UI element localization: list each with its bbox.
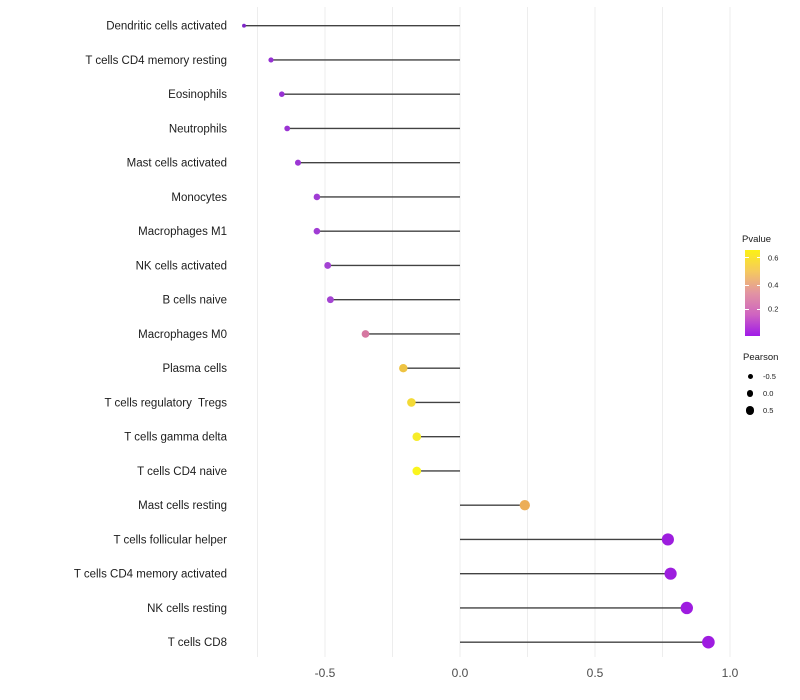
lollipop-dot [680,601,693,615]
lollipop-row: T cells CD4 memory activated [74,567,677,581]
lollipop-dot [412,466,422,476]
lollipop-dot [412,432,422,442]
lollipop-row: Macrophages M1 [138,226,460,238]
y-axis-label: Dendritic cells activated [106,21,227,33]
pvalue-color-legend: Pvalue 0.6 0.4 0.2 [742,234,800,336]
y-axis-label: T cells gamma delta [124,432,227,444]
lollipop-dot [407,398,416,407]
lollipop-dot [279,91,285,97]
y-axis-label: Mast cells activated [127,158,227,170]
lollipop-dot [294,159,302,166]
pearson-legend-item: 0.0 [743,385,800,402]
y-axis-label: NK cells resting [147,603,227,615]
lollipop-dot [324,262,332,269]
y-axis-label: Macrophages M0 [138,329,227,341]
y-axis-label: Mast cells resting [138,500,227,512]
colorbar-tick-mark [756,256,760,259]
lollipop-row: T cells CD4 naive [137,466,460,478]
lollipop-dot [702,635,715,649]
y-axis-label: Eosinophils [168,89,227,101]
pvalue-legend-title: Pvalue [742,234,772,245]
lollipop-row: NK cells activated [136,260,460,272]
y-axis-label: T cells regulatory Tregs [104,397,227,409]
pearson-legend-items: -0.5 0.0 0.5 [740,368,800,419]
lollipop-row: Macrophages M0 [138,329,460,341]
lollipop-row: Mast cells resting [138,500,530,512]
lollipop-row: T cells regulatory Tregs [104,397,460,409]
lollipop-row: B cells naive [162,295,460,307]
y-axis-label: Plasma cells [162,363,227,375]
y-axis-label: T cells follicular helper [113,534,227,546]
lollipop-dot [661,533,674,546]
pearson-size-dot-icon [745,406,755,415]
colorbar-tick-mark [756,308,760,311]
pvalue-colorbar-wrap: 0.6 0.4 0.2 [745,250,800,336]
lollipop-row: Mast cells activated [127,158,460,170]
pearson-size-label: -0.5 [763,372,776,381]
pearson-legend-title: Pearson [743,352,779,363]
lollipop-row: Neutrophils [169,123,460,135]
lollipop-dot [519,500,530,511]
lollipop-dot [284,125,291,132]
pearson-legend-item: 0.5 [743,402,800,419]
lollipop-dot [242,23,246,28]
pearson-size-legend: Pearson -0.5 0.0 0.5 [740,352,800,419]
pearson-dot-cell [743,374,757,379]
pearson-size-label: 0.0 [763,389,774,398]
y-axis-label: Monocytes [171,192,227,204]
lollipop-row: T cells CD4 memory resting [85,55,460,67]
colorbar-tick-mark [745,256,749,259]
lollipop-dot [664,567,677,580]
y-axis-label: T cells CD8 [168,637,227,649]
lollipop-row: Plasma cells [162,363,460,375]
colorbar-tick-mark [756,284,760,286]
colorbar-tick-mark [745,308,749,311]
y-axis-label: NK cells activated [136,260,227,272]
x-axis-tick-label: 0.0 [452,666,469,680]
lollipop-row: T cells gamma delta [124,432,460,444]
pearson-legend-item: -0.5 [743,368,800,385]
y-axis-label: T cells CD4 memory activated [74,569,227,581]
lollipop-row: Dendritic cells activated [106,21,460,33]
y-axis-label: Macrophages M1 [138,226,227,238]
y-axis-label: T cells CD4 memory resting [85,55,227,67]
lollipop-row: T cells follicular helper [113,533,674,546]
y-axis-label: T cells CD4 naive [137,466,227,478]
lollipop-dot [361,330,370,338]
x-axis-tick-label: 0.5 [587,666,604,680]
lollipop-dot [313,227,321,235]
lollipop-dot [399,363,408,373]
pearson-size-dot-icon [747,374,753,379]
pvalue-tick-label: 0.2 [768,304,779,314]
lollipop-dot [313,193,321,201]
colorbar-tick-mark [745,284,749,286]
pvalue-colorbar [745,250,760,336]
x-axis-tick-label: -0.5 [315,666,336,680]
lollipop-row: Eosinophils [168,89,460,101]
lollipop-dot [326,296,334,304]
pearson-dot-cell [743,390,757,397]
lollipop-row: NK cells resting [147,601,693,615]
y-axis-label: B cells naive [162,295,227,307]
y-axis-label: Neutrophils [169,123,227,135]
pearson-dot-cell [743,406,757,415]
pvalue-tick-label: 0.6 [768,253,779,263]
x-axis-tick-label: 1.0 [722,666,739,680]
pearson-size-label: 0.5 [763,406,774,415]
pvalue-tick-label: 0.4 [768,280,779,290]
lollipop-row: T cells CD8 [168,635,715,649]
lollipop-dot [268,57,274,63]
pearson-size-dot-icon [746,390,754,397]
lollipop-row: Monocytes [171,192,460,204]
